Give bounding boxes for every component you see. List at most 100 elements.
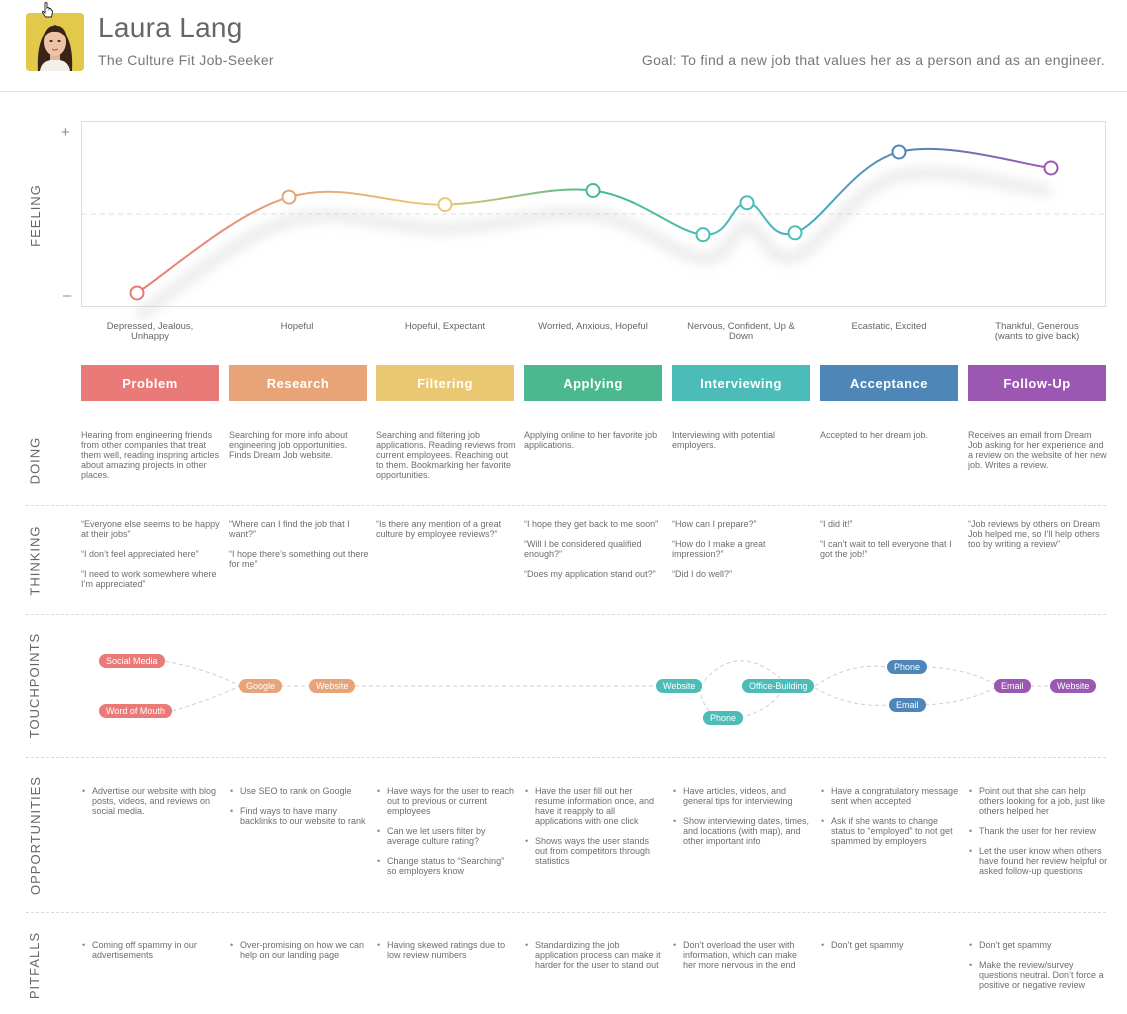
opportunities-interviewing: Have articles, videos, and general tips … — [672, 786, 812, 856]
persona-avatar — [26, 13, 84, 71]
stage-followup: Follow-Up — [968, 365, 1106, 401]
emotion-label-followup: Thankful, Generous (wants to give back) — [994, 321, 1080, 342]
thought: “Where can I find the job that I want?” — [229, 519, 350, 539]
thought: “How do I make a great impression?” — [672, 539, 766, 559]
thought: “I did it!” — [820, 519, 853, 529]
thought: “I can’t wait to tell everyone that I go… — [820, 539, 952, 559]
opportunity-item: Have the user fill out her resume inform… — [524, 786, 664, 826]
stage-filtering: Filtering — [376, 365, 514, 401]
pitfall-item: Make the review/survey questions neutral… — [968, 960, 1108, 990]
thought: “How can I prepare?” — [672, 519, 757, 529]
pitfall-item: Don’t get spammy — [820, 940, 960, 950]
persona-subtitle: The Culture Fit Job-Seeker — [98, 52, 274, 68]
doing-interviewing: Interviewing with potential employers. — [672, 430, 776, 450]
row-divider — [26, 757, 1106, 758]
pitfall-item: Coming off spammy in our advertisements — [81, 940, 221, 960]
mouse-pointer-icon — [41, 2, 53, 18]
persona-header: Laura Lang The Culture Fit Job-Seeker Go… — [0, 0, 1127, 92]
touchpoint-phone-interview: Phone — [703, 711, 744, 725]
touchpoint-google: Google — [239, 679, 283, 693]
thinking-problem: “Everyone else seems to be happy at thei… — [81, 519, 221, 599]
thinking-research: “Where can I find the job that I want?” … — [229, 519, 369, 579]
opportunity-item: Change status to “Searching” so employer… — [376, 856, 516, 876]
feeling-curve — [136, 147, 1052, 294]
pitfall-item: Standardizing the job application proces… — [524, 940, 664, 970]
feeling-negative-mark: – — [63, 287, 72, 304]
touchpoint-email-followup: Email — [994, 679, 1031, 693]
opportunity-item: Have articles, videos, and general tips … — [672, 786, 812, 806]
stage-applying: Applying — [524, 365, 662, 401]
opportunity-item: Point out that she can help others looki… — [968, 786, 1108, 816]
touchpoint-website-research: Website — [309, 679, 356, 693]
emotion-label-filtering: Hopeful, Expectant — [404, 321, 486, 332]
feeling-chart — [82, 144, 1105, 320]
row-divider — [26, 505, 1106, 506]
pitfalls-followup: Don’t get spammy Make the review/survey … — [968, 940, 1108, 1000]
emotion-label-acceptance: Ecastatic, Excited — [851, 321, 927, 332]
feeling-point-problem — [129, 285, 145, 301]
pitfalls-research: Over-promising on how we can help on our… — [229, 940, 369, 970]
thought: “Job reviews by others on Dream Job help… — [968, 519, 1101, 549]
touchpoint-email-acceptance: Email — [889, 698, 926, 712]
thought: “I hope they get back to me soon” — [524, 519, 659, 529]
pitfalls-problem: Coming off spammy in our advertisements — [81, 940, 221, 970]
opportunity-item: Have ways for the user to reach out to p… — [376, 786, 516, 816]
opportunity-item: Shows ways the user stands out from comp… — [524, 836, 664, 866]
stage-problem: Problem — [81, 365, 219, 401]
pitfall-item: Don’t get spammy — [968, 940, 1108, 950]
thought: “Did I do well?” — [672, 569, 733, 579]
feeling-point-interviewing — [695, 227, 711, 243]
feeling-point-interviewing — [739, 195, 755, 211]
pitfalls-applying: Standardizing the job application proces… — [524, 940, 664, 980]
thought: “Everyone else seems to be happy at thei… — [81, 519, 220, 539]
opportunity-item: Can we let users filter by average cultu… — [376, 826, 516, 846]
persona-name: Laura Lang — [98, 12, 243, 43]
doing-filtering: Searching and filtering job applications… — [376, 430, 516, 480]
feeling-chart-frame — [81, 121, 1106, 307]
pitfall-item: Don’t overload the user with information… — [672, 940, 812, 970]
thought: “Is there any mention of a great culture… — [376, 519, 502, 539]
emotion-label-problem: Depressed, Jealous, Unhappy — [106, 321, 194, 342]
opportunity-item: Ask if she wants to change status to “em… — [820, 816, 960, 846]
pitfalls-filtering: Having skewed ratings due to low review … — [376, 940, 516, 970]
thinking-filtering: “Is there any mention of a great culture… — [376, 519, 516, 549]
touchpoint-office-building: Office-Building — [742, 679, 815, 693]
stage-research: Research — [229, 365, 367, 401]
emotion-label-applying: Worried, Anxious, Hopeful — [538, 321, 648, 332]
thought: “I don’t feel appreciated here” — [81, 549, 199, 559]
opportunity-item: Find ways to have many backlinks to our … — [229, 806, 369, 826]
stage-interviewing: Interviewing — [672, 365, 810, 401]
feeling-positive-mark: + — [61, 124, 70, 141]
feeling-point-research — [281, 189, 297, 205]
pitfalls-acceptance: Don’t get spammy — [820, 940, 960, 960]
thinking-acceptance: “I did it!” “I can’t wait to tell everyo… — [820, 519, 960, 569]
opportunity-item: Let the user know when others have found… — [968, 846, 1108, 876]
row-divider — [26, 614, 1106, 615]
opportunities-acceptance: Have a congratulatory message sent when … — [820, 786, 960, 856]
thinking-interviewing: “How can I prepare?” “How do I make a gr… — [672, 519, 812, 589]
thought: “Does my application stand out?” — [524, 569, 656, 579]
stage-acceptance: Acceptance — [820, 365, 958, 401]
feeling-point-interviewing — [787, 225, 803, 241]
feeling-point-applying — [585, 183, 601, 198]
feeling-point-follow-up — [1043, 160, 1059, 176]
opportunities-filtering: Have ways for the user to reach out to p… — [376, 786, 516, 886]
doing-research: Searching for more info about engineerin… — [229, 430, 348, 460]
opportunities-followup: Point out that she can help others looki… — [968, 786, 1108, 886]
feeling-point-filtering — [437, 197, 453, 213]
thinking-applying: “I hope they get back to me soon” “Will … — [524, 519, 664, 589]
thought: “I need to work somewhere where I’m appr… — [81, 569, 217, 589]
persona-goal: Goal: To find a new job that values her … — [641, 52, 1105, 68]
emotion-label-interviewing: Nervous, Confident, Up & Down — [687, 321, 795, 342]
doing-followup: Receives an email from Dream Job asking … — [968, 430, 1107, 470]
thought: “Will I be considered qualified enough?” — [524, 539, 642, 559]
opportunities-applying: Have the user fill out her resume inform… — [524, 786, 664, 876]
opportunity-item: Advertise our website with blog posts, v… — [81, 786, 221, 816]
doing-applying: Applying online to her favorite job appl… — [524, 430, 658, 450]
row-divider — [26, 912, 1106, 913]
doing-acceptance: Accepted to her dream job. — [820, 430, 929, 440]
pitfall-item: Over-promising on how we can help on our… — [229, 940, 369, 960]
feeling-curve-shadow — [134, 167, 1052, 320]
thought: “I hope there’s something out there for … — [229, 549, 369, 569]
